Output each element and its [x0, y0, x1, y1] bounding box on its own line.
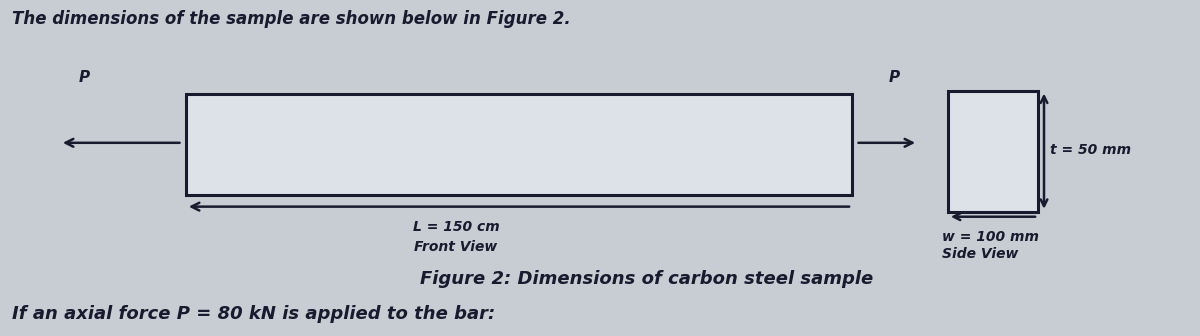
Text: P: P	[888, 70, 900, 85]
Text: Figure 2: Dimensions of carbon steel sample: Figure 2: Dimensions of carbon steel sam…	[420, 270, 874, 289]
Text: The dimensions of the sample are shown below in Figure 2.: The dimensions of the sample are shown b…	[12, 10, 571, 28]
Text: Front View: Front View	[414, 240, 498, 254]
Bar	[948, 91, 1038, 212]
Bar	[186, 94, 852, 195]
Text: L = 150 cm: L = 150 cm	[413, 220, 499, 234]
Text: If an axial force P = 80 kN is applied to the bar:: If an axial force P = 80 kN is applied t…	[12, 304, 496, 323]
Text: t = 50 mm: t = 50 mm	[1050, 142, 1132, 157]
Text: w = 100 mm: w = 100 mm	[942, 230, 1039, 244]
Text: P: P	[78, 70, 90, 85]
Text: Side View: Side View	[942, 247, 1019, 261]
